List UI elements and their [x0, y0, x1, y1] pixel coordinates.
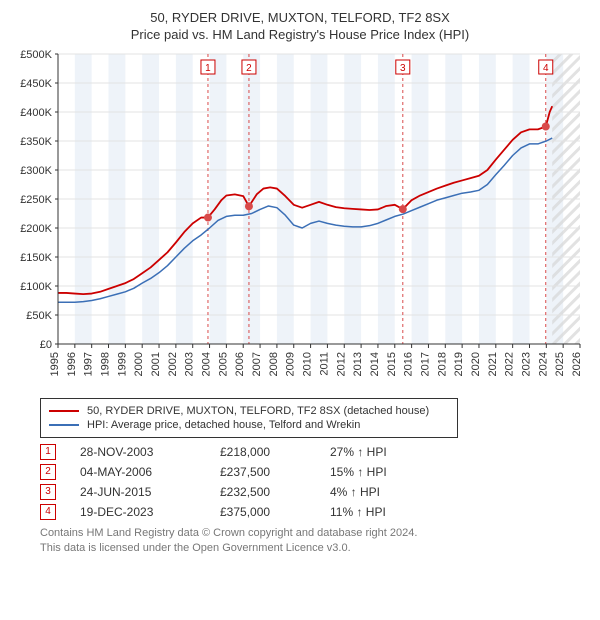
x-tick-label: 2011	[318, 352, 330, 376]
y-tick-label: £150K	[20, 252, 52, 264]
x-tick-label: 1997	[83, 352, 95, 376]
sales-date: 19-DEC-2023	[80, 505, 220, 519]
sales-date: 24-JUN-2015	[80, 485, 220, 499]
y-tick-label: £100K	[20, 281, 52, 293]
y-tick-label: £500K	[20, 49, 52, 61]
x-tick-label: 2026	[571, 352, 583, 376]
legend-label: HPI: Average price, detached house, Telf…	[87, 419, 360, 431]
sales-price: £375,000	[220, 505, 330, 519]
sales-pct: 15% ↑ HPI	[330, 465, 440, 479]
x-tick-label: 2024	[537, 352, 549, 376]
x-tick-label: 2000	[133, 352, 145, 376]
x-tick-label: 2013	[352, 352, 364, 376]
sales-price: £237,500	[220, 465, 330, 479]
y-tick-label: £50K	[26, 310, 52, 322]
x-tick-label: 1999	[116, 352, 128, 376]
sale-marker-number: 1	[205, 63, 211, 74]
x-tick-label: 2012	[335, 352, 347, 376]
sales-row: 2 04-MAY-2006£237,50015% ↑ HPI	[40, 464, 590, 480]
sales-date: 28-NOV-2003	[80, 445, 220, 459]
sales-price: £218,000	[220, 445, 330, 459]
sales-pct: 4% ↑ HPI	[330, 485, 440, 499]
y-tick-label: £450K	[20, 78, 52, 90]
y-tick-label: £0	[40, 339, 52, 351]
x-tick-label: 2007	[251, 352, 263, 376]
sales-row: 4 19-DEC-2023£375,00011% ↑ HPI	[40, 504, 590, 520]
y-tick-label: £300K	[20, 165, 52, 177]
x-tick-label: 2008	[268, 352, 280, 376]
sales-row: 1 28-NOV-2003£218,00027% ↑ HPI	[40, 444, 590, 460]
legend-row: HPI: Average price, detached house, Telf…	[49, 419, 449, 431]
sales-marker-box: 3	[40, 484, 56, 500]
y-tick-label: £350K	[20, 136, 52, 148]
sales-marker-box: 2	[40, 464, 56, 480]
y-tick-label: £400K	[20, 107, 52, 119]
x-tick-label: 2005	[217, 352, 229, 376]
legend-row: 50, RYDER DRIVE, MUXTON, TELFORD, TF2 8S…	[49, 405, 449, 417]
y-tick-label: £200K	[20, 223, 52, 235]
x-tick-label: 2014	[369, 352, 381, 376]
x-tick-label: 2017	[419, 352, 431, 376]
x-tick-label: 2020	[470, 352, 482, 376]
sales-row: 3 24-JUN-2015£232,5004% ↑ HPI	[40, 484, 590, 500]
x-tick-label: 2021	[487, 352, 499, 376]
footnote-line-1: Contains HM Land Registry data © Crown c…	[40, 526, 590, 541]
x-tick-label: 1995	[49, 352, 61, 376]
sales-date: 04-MAY-2006	[80, 465, 220, 479]
sales-price: £232,500	[220, 485, 330, 499]
x-tick-label: 2022	[504, 352, 516, 376]
sales-marker-box: 1	[40, 444, 56, 460]
x-tick-label: 2019	[453, 352, 465, 376]
x-tick-label: 2015	[386, 352, 398, 376]
x-tick-label: 2016	[403, 352, 415, 376]
x-tick-label: 2002	[167, 352, 179, 376]
x-tick-label: 2025	[554, 352, 566, 376]
sales-marker-box: 4	[40, 504, 56, 520]
sales-table: 1 28-NOV-2003£218,00027% ↑ HPI 2 04-MAY-200…	[40, 444, 590, 520]
chart-svg: £0 £50K £100K £150K £200K £250K £300K £350K £400…	[10, 48, 590, 388]
x-tick-label: 2010	[302, 352, 314, 376]
sale-marker-dot	[204, 214, 212, 222]
sale-marker-dot	[399, 205, 407, 213]
x-tick-label: 2004	[201, 352, 213, 376]
footnote-line-2: This data is licensed under the Open Gov…	[40, 541, 590, 556]
legend: 50, RYDER DRIVE, MUXTON, TELFORD, TF2 8S…	[40, 398, 458, 438]
title-sub: Price paid vs. HM Land Registry's House …	[10, 27, 590, 42]
sale-marker-number: 2	[246, 63, 252, 74]
legend-swatch	[49, 424, 79, 426]
x-tick-label: 1998	[100, 352, 112, 376]
x-tick-label: 2003	[184, 352, 196, 376]
sale-marker-dot	[542, 123, 550, 131]
y-tick-label: £250K	[20, 194, 52, 206]
sales-pct: 11% ↑ HPI	[330, 505, 440, 519]
page: 50, RYDER DRIVE, MUXTON, TELFORD, TF2 8S…	[0, 0, 600, 566]
sale-marker-number: 4	[543, 63, 549, 74]
titles: 50, RYDER DRIVE, MUXTON, TELFORD, TF2 8S…	[10, 10, 590, 42]
x-tick-label: 2023	[520, 352, 532, 376]
chart: £0 £50K £100K £150K £200K £250K £300K £350K £400…	[10, 48, 590, 388]
legend-label: 50, RYDER DRIVE, MUXTON, TELFORD, TF2 8S…	[87, 405, 429, 417]
footnote: Contains HM Land Registry data © Crown c…	[40, 526, 590, 556]
title-main: 50, RYDER DRIVE, MUXTON, TELFORD, TF2 8S…	[10, 10, 590, 25]
legend-swatch	[49, 410, 79, 412]
x-tick-label: 2018	[436, 352, 448, 376]
x-tick-label: 1996	[66, 352, 78, 376]
sale-marker-dot	[245, 202, 253, 210]
x-tick-label: 2009	[285, 352, 297, 376]
sales-pct: 27% ↑ HPI	[330, 445, 440, 459]
x-tick-label: 2001	[150, 352, 162, 376]
sale-marker-number: 3	[400, 63, 406, 74]
x-tick-label: 2006	[234, 352, 246, 376]
